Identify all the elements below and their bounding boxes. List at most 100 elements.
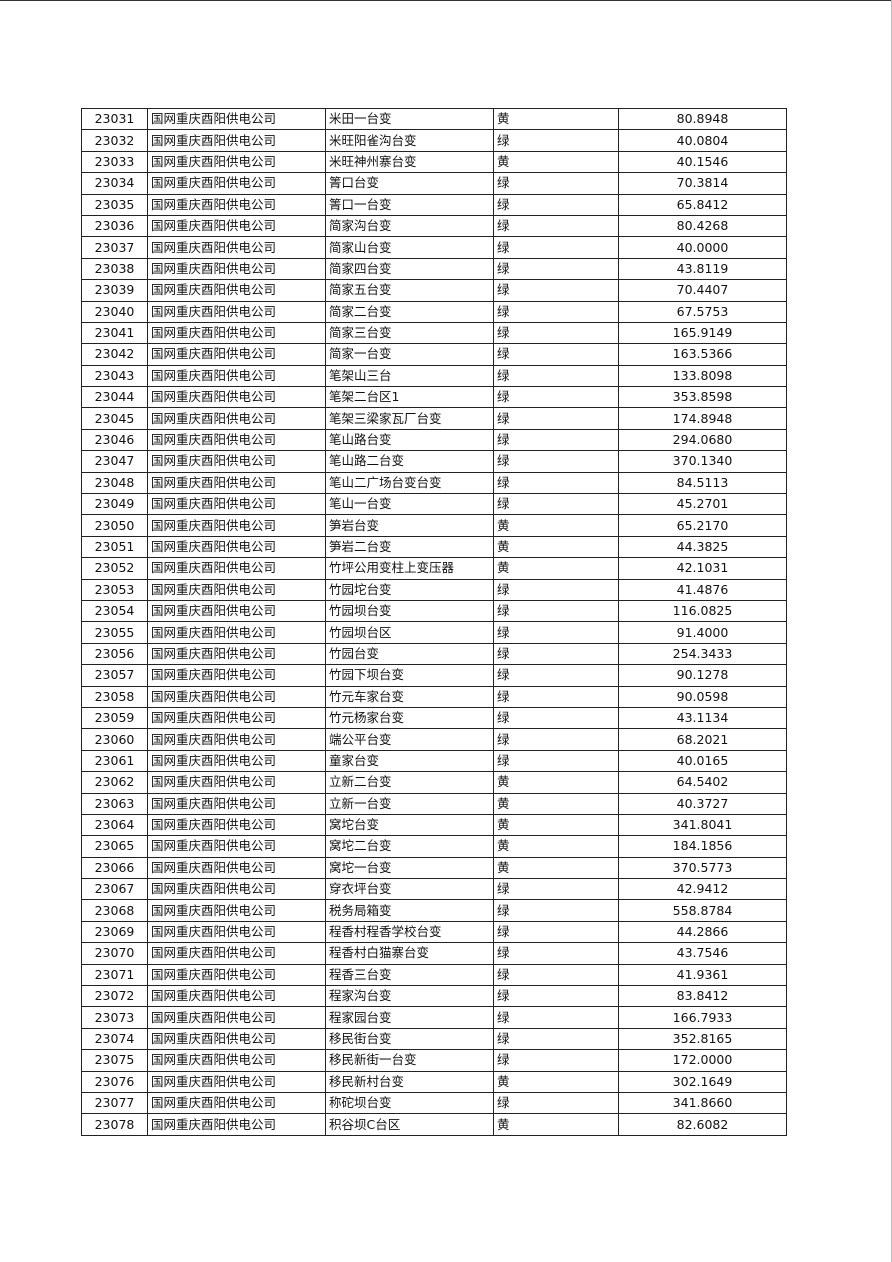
status-cell: 绿 <box>493 642 619 666</box>
status-cell: 绿 <box>493 664 619 687</box>
company-cell: 国网重庆酉阳供电公司 <box>147 150 326 174</box>
table-row: 23055 国网重庆酉阳供电公司 竹园坝台区绿 91.4000 <box>81 621 787 644</box>
company-cell: 国网重庆酉阳供电公司 <box>147 792 326 815</box>
table-row: 23043 国网重庆酉阳供电公司 笔架山三台绿 133.8098 <box>81 364 787 388</box>
row-id-cell: 23031 <box>81 107 148 131</box>
status-cell: 绿 <box>493 236 619 259</box>
transformer-name-cell: 笔架二台区1 <box>325 386 494 409</box>
company-cell: 国网重庆酉阳供电公司 <box>147 407 326 430</box>
status-cell: 绿 <box>493 706 619 730</box>
value-cell: 80.8948 <box>618 107 787 131</box>
status-cell: 绿 <box>493 878 619 901</box>
row-id-cell: 23073 <box>81 1006 148 1029</box>
table-row: 23059 国网重庆酉阳供电公司 竹元杨家台变绿 43.1134 <box>81 706 787 730</box>
value-cell: 558.8784 <box>618 899 787 922</box>
row-id-cell: 23078 <box>81 1113 148 1136</box>
value-cell: 82.6082 <box>618 1113 787 1136</box>
status-cell: 绿 <box>493 920 619 944</box>
value-cell: 43.1134 <box>618 706 787 730</box>
transformer-name-cell: 竹园台变 <box>325 642 494 666</box>
value-cell: 43.8119 <box>618 257 787 281</box>
transformer-name-cell: 移民新村台变 <box>325 1070 494 1093</box>
company-cell: 国网重庆酉阳供电公司 <box>147 535 326 559</box>
table-body: 23031 国网重庆酉阳供电公司 米田一台变黄 80.8948 23032 国网重庆酉阳供… <box>81 107 787 1136</box>
transformer-name-cell: 移民新街一台变 <box>325 1049 494 1072</box>
transformer-name-cell: 程家园台变 <box>325 1006 494 1029</box>
status-cell: 黄 <box>493 150 619 174</box>
company-cell: 国网重庆酉阳供电公司 <box>147 771 326 794</box>
value-cell: 163.5366 <box>618 343 787 366</box>
transformer-name-cell: 简家四台变 <box>325 257 494 281</box>
table-row: 23072 国网重庆酉阳供电公司 程家沟台变绿 83.8412 <box>81 985 787 1008</box>
status-cell: 绿 <box>493 1049 619 1072</box>
value-cell: 370.1340 <box>618 450 787 473</box>
transformer-name-cell: 笋岩台变 <box>325 514 494 537</box>
table-row: 23031 国网重庆酉阳供电公司 米田一台变黄 80.8948 <box>81 107 787 131</box>
table-row: 23042 国网重庆酉阳供电公司 简家一台变绿 163.5366 <box>81 343 787 366</box>
company-cell: 国网重庆酉阳供电公司 <box>147 557 326 580</box>
company-cell: 国网重庆酉阳供电公司 <box>147 172 326 195</box>
row-id-cell: 23033 <box>81 150 148 174</box>
row-id-cell: 23048 <box>81 471 148 495</box>
status-cell: 黄 <box>493 835 619 858</box>
table-row: 23066 国网重庆酉阳供电公司 窝坨一台变黄 370.5773 <box>81 856 787 880</box>
status-cell: 绿 <box>493 450 619 473</box>
transformer-name-cell: 简家沟台变 <box>325 214 494 238</box>
status-cell: 黄 <box>493 856 619 880</box>
transformer-name-cell: 笔架山三台 <box>325 364 494 388</box>
row-id-cell: 23032 <box>81 129 148 152</box>
row-id-cell: 23049 <box>81 493 148 516</box>
company-cell: 国网重庆酉阳供电公司 <box>147 428 326 452</box>
table-row: 23037 国网重庆酉阳供电公司 简家山台变绿 40.0000 <box>81 236 787 259</box>
row-id-cell: 23043 <box>81 364 148 388</box>
value-cell: 80.4268 <box>618 214 787 238</box>
row-id-cell: 23046 <box>81 428 148 452</box>
page-top-border <box>0 0 892 1</box>
table-row: 23078 国网重庆酉阳供电公司 积谷坝C台区黄 82.6082 <box>81 1113 787 1136</box>
company-cell: 国网重庆酉阳供电公司 <box>147 642 326 666</box>
company-cell: 国网重庆酉阳供电公司 <box>147 749 326 773</box>
transformer-name-cell: 竹元车家台变 <box>325 685 494 708</box>
company-cell: 国网重庆酉阳供电公司 <box>147 578 326 601</box>
value-cell: 370.5773 <box>618 856 787 880</box>
status-cell: 黄 <box>493 557 619 580</box>
transformer-name-cell: 简家山台变 <box>325 236 494 259</box>
company-cell: 国网重庆酉阳供电公司 <box>147 1027 326 1051</box>
status-cell: 绿 <box>493 985 619 1008</box>
table-row: 23039 国网重庆酉阳供电公司 简家五台变绿 70.4407 <box>81 279 787 302</box>
transformer-name-cell: 移民街台变 <box>325 1027 494 1051</box>
status-cell: 绿 <box>493 428 619 452</box>
row-id-cell: 23042 <box>81 343 148 366</box>
row-id-cell: 23040 <box>81 300 148 323</box>
table-row: 23035 国网重庆酉阳供电公司 箐口一台变绿 65.8412 <box>81 193 787 216</box>
transformer-name-cell: 窝坨台变 <box>325 813 494 837</box>
company-cell: 国网重庆酉阳供电公司 <box>147 599 326 623</box>
row-id-cell: 23058 <box>81 685 148 708</box>
row-id-cell: 23055 <box>81 621 148 644</box>
table-row: 23068 国网重庆酉阳供电公司 税务局箱变绿 558.8784 <box>81 899 787 922</box>
table-row: 23041 国网重庆酉阳供电公司 简家三台变绿 165.9149 <box>81 321 787 345</box>
value-cell: 294.0680 <box>618 428 787 452</box>
transformer-name-cell: 竹园下坝台变 <box>325 664 494 687</box>
transformer-name-cell: 竹园坝台区 <box>325 621 494 644</box>
transformer-name-cell: 窝坨一台变 <box>325 856 494 880</box>
value-cell: 165.9149 <box>618 321 787 345</box>
table-row: 23033 国网重庆酉阳供电公司 米旺神州寨台变黄 40.1546 <box>81 150 787 174</box>
table-row: 23051 国网重庆酉阳供电公司 笋岩二台变黄 44.3825 <box>81 535 787 559</box>
status-cell: 绿 <box>493 578 619 601</box>
table-row: 23048 国网重庆酉阳供电公司 笔山二广场台变台变绿 84.5113 <box>81 471 787 495</box>
status-cell: 绿 <box>493 471 619 495</box>
company-cell: 国网重庆酉阳供电公司 <box>147 1070 326 1093</box>
row-id-cell: 23037 <box>81 236 148 259</box>
row-id-cell: 23069 <box>81 920 148 944</box>
status-cell: 绿 <box>493 1027 619 1051</box>
value-cell: 40.1546 <box>618 150 787 174</box>
company-cell: 国网重庆酉阳供电公司 <box>147 214 326 238</box>
row-id-cell: 23038 <box>81 257 148 281</box>
company-cell: 国网重庆酉阳供电公司 <box>147 364 326 388</box>
table-row: 23064 国网重庆酉阳供电公司 窝坨台变黄 341.8041 <box>81 813 787 837</box>
table-row: 23045 国网重庆酉阳供电公司 笔架三梁家瓦厂台变绿 174.8948 <box>81 407 787 430</box>
company-cell: 国网重庆酉阳供电公司 <box>147 963 326 987</box>
value-cell: 90.0598 <box>618 685 787 708</box>
value-cell: 172.0000 <box>618 1049 787 1072</box>
